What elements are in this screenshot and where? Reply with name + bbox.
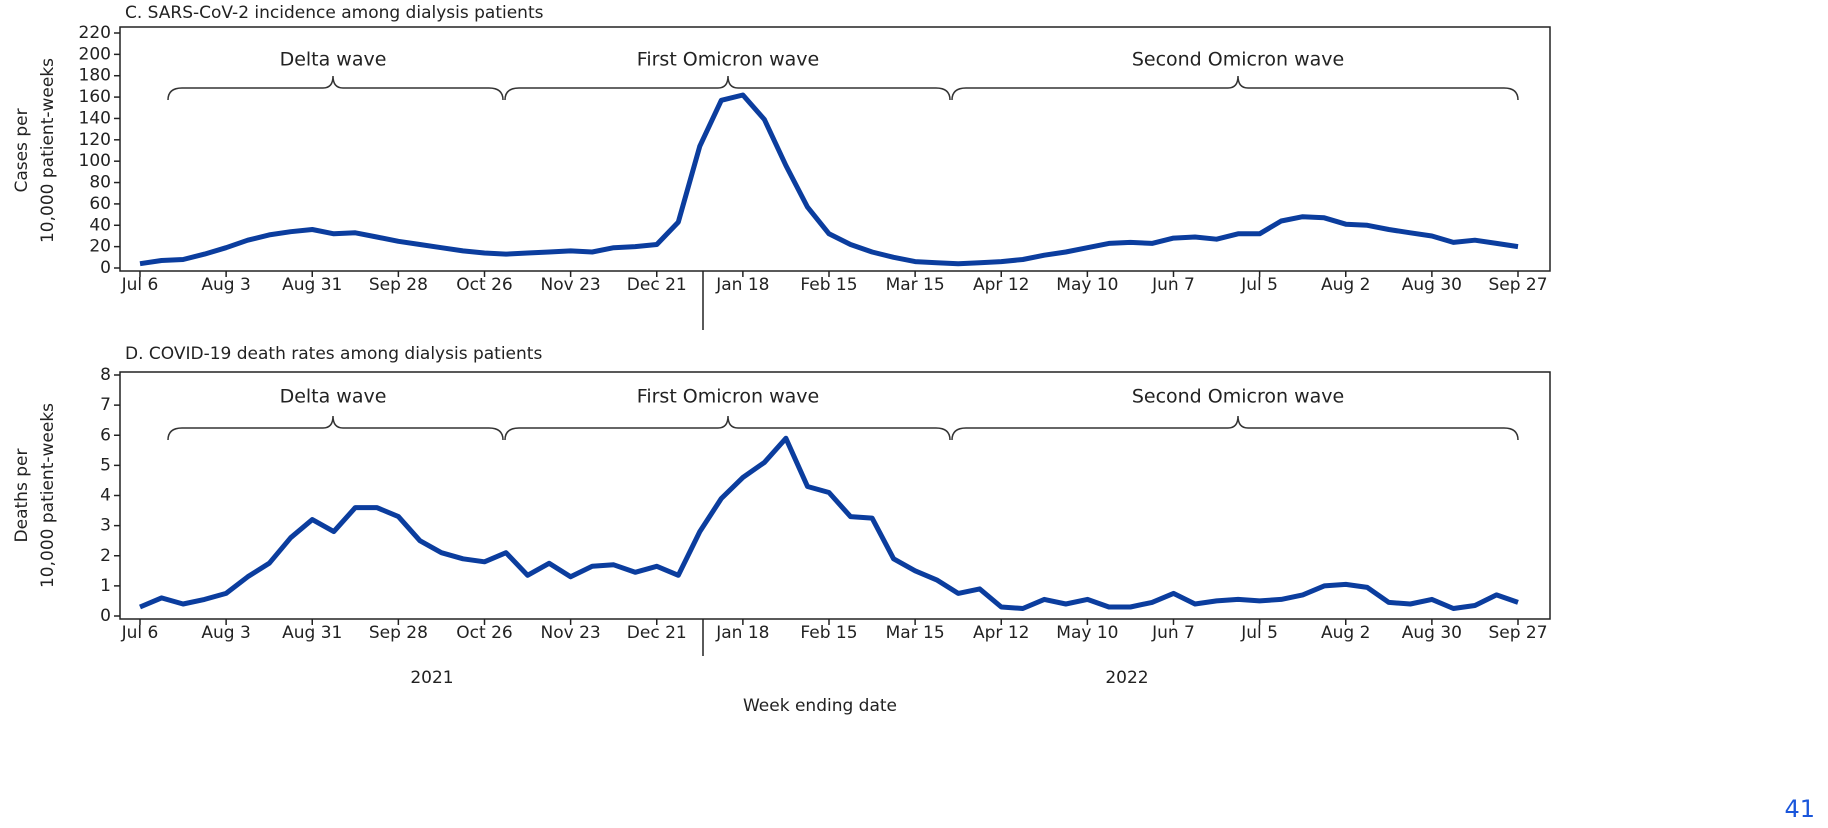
y-tick-label: 180 (79, 66, 111, 86)
x-tick-label: Aug 3 (201, 623, 250, 643)
wave-label: Second Omicron wave (1132, 386, 1344, 408)
x-tick-label: Mar 15 (886, 275, 945, 295)
wave-bracket (951, 415, 1519, 441)
y-tick-label: 1 (100, 576, 111, 596)
y-axis-label: Cases per (12, 108, 32, 192)
y-axis-label: 10,000 patient-weeks (38, 403, 58, 588)
wave-label: Delta wave (280, 49, 387, 71)
x-tick-label: Jun 7 (1151, 623, 1195, 643)
y-tick-label: 0 (100, 606, 111, 626)
plot-frame (119, 26, 1551, 272)
y-tick-label: 5 (100, 455, 111, 475)
y-tick-label: 20 (89, 237, 111, 257)
data-line (139, 92, 1519, 267)
y-tick-label: 120 (79, 130, 111, 150)
x-tick-label: Jul 5 (1240, 623, 1278, 643)
x-tick-label: Nov 23 (541, 623, 601, 643)
wave-label: Delta wave (280, 386, 387, 408)
year-label: 2021 (410, 668, 453, 688)
y-tick-label: 140 (79, 108, 111, 128)
y-tick-label: 8 (100, 365, 111, 385)
y-tick-label: 0 (100, 258, 111, 278)
wave-label: First Omicron wave (637, 49, 819, 71)
x-tick-label: Oct 26 (456, 623, 512, 643)
x-tick-label: Dec 21 (627, 623, 687, 643)
y-tick-label: 2 (100, 546, 111, 566)
x-tick-label: Mar 15 (886, 623, 945, 643)
y-tick-label: 3 (100, 516, 111, 536)
x-tick-label: Sep 27 (1488, 623, 1547, 643)
y-tick-label: 160 (79, 87, 111, 107)
y-tick-label: 200 (79, 44, 111, 64)
x-tick-label: May 10 (1056, 623, 1118, 643)
wave-bracket (951, 75, 1519, 101)
x-tick-label: Oct 26 (456, 275, 512, 295)
x-tick-label: Aug 30 (1402, 275, 1462, 295)
chart-title: D. COVID-19 death rates among dialysis p… (125, 344, 542, 364)
x-tick-label: Aug 3 (201, 275, 250, 295)
x-tick-label: Jul 6 (121, 275, 159, 295)
x-axis-label: Week ending date (743, 696, 897, 716)
y-tick-label: 4 (100, 486, 111, 506)
y-tick-label: 6 (100, 425, 111, 445)
wave-bracket (167, 75, 504, 101)
x-tick-label: Sep 28 (369, 623, 428, 643)
wave-label: Second Omicron wave (1132, 49, 1344, 71)
y-tick-label: 220 (79, 23, 111, 43)
y-tick-label: 60 (89, 194, 111, 214)
y-tick-label: 80 (89, 173, 111, 193)
x-tick-label: Aug 2 (1321, 275, 1370, 295)
x-tick-label: Jul 6 (121, 623, 159, 643)
x-tick-label: Sep 27 (1488, 275, 1547, 295)
y-tick-label: 40 (89, 215, 111, 235)
x-tick-label: Aug 2 (1321, 623, 1370, 643)
y-axis-label: Deaths per (12, 449, 32, 543)
chart-title: C. SARS-CoV-2 incidence among dialysis p… (125, 3, 544, 23)
wave-bracket (167, 415, 504, 441)
x-tick-label: Aug 30 (1402, 623, 1462, 643)
y-axis-label: 10,000 patient-weeks (38, 58, 58, 243)
x-tick-label: Jan 18 (715, 275, 769, 295)
year-label: 2022 (1105, 668, 1148, 688)
x-tick-label: May 10 (1056, 275, 1118, 295)
x-tick-label: Feb 15 (800, 623, 857, 643)
x-tick-label: Aug 31 (282, 623, 342, 643)
x-tick-label: Feb 15 (800, 275, 857, 295)
y-tick-label: 7 (100, 395, 111, 415)
x-tick-label: Apr 12 (973, 275, 1029, 295)
wave-bracket (504, 75, 951, 101)
wave-label: First Omicron wave (637, 386, 819, 408)
wave-bracket (504, 415, 951, 441)
page-number: 41 (1784, 795, 1815, 823)
x-tick-label: Jul 5 (1240, 275, 1278, 295)
x-tick-label: Dec 21 (627, 275, 687, 295)
x-tick-label: Nov 23 (541, 275, 601, 295)
x-tick-label: Aug 31 (282, 275, 342, 295)
y-tick-label: 100 (79, 151, 111, 171)
x-tick-label: Apr 12 (973, 623, 1029, 643)
x-tick-label: Sep 28 (369, 275, 428, 295)
x-tick-label: Jun 7 (1151, 275, 1195, 295)
x-tick-label: Jan 18 (715, 623, 769, 643)
data-line (139, 435, 1519, 611)
